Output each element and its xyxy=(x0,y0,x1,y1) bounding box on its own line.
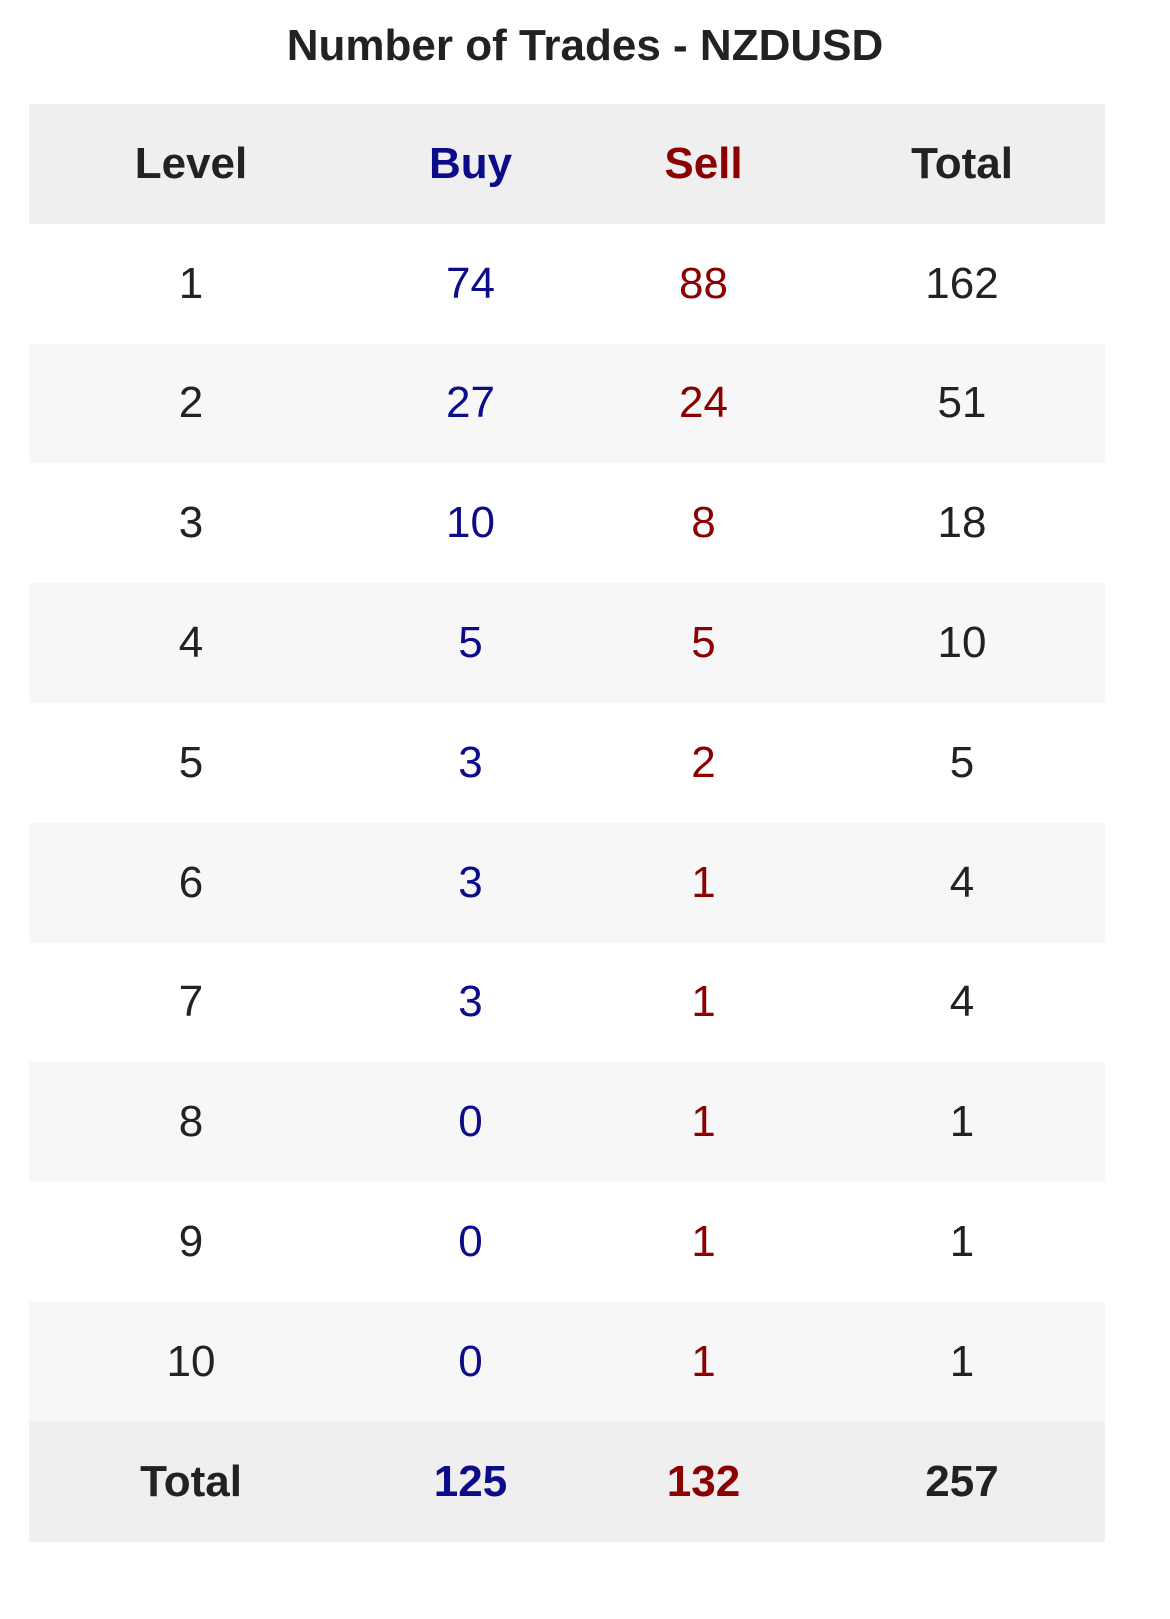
footer-buy-total: 125 xyxy=(353,1421,588,1542)
cell-total: 4 xyxy=(819,822,1105,943)
cell-sell: 5 xyxy=(588,583,819,703)
cell-sell: 1 xyxy=(588,942,819,1063)
table-row: 8 0 1 1 xyxy=(29,1062,1105,1183)
cell-buy: 3 xyxy=(353,822,588,943)
cell-buy: 10 xyxy=(353,463,588,584)
cell-buy: 74 xyxy=(353,223,588,344)
cell-total: 1 xyxy=(819,1182,1105,1302)
table-row: 3 10 8 18 xyxy=(29,463,1105,584)
cell-buy: 5 xyxy=(353,583,588,703)
footer-grand-total: 257 xyxy=(819,1421,1105,1542)
cell-buy: 3 xyxy=(353,942,588,1063)
trades-table: Level Buy Sell Total 1 74 88 162 2 27 24… xyxy=(29,104,1105,1542)
cell-sell: 1 xyxy=(588,1062,819,1183)
cell-sell: 1 xyxy=(588,822,819,943)
cell-total: 10 xyxy=(819,583,1105,703)
cell-level: 7 xyxy=(29,942,353,1063)
table-row: 9 0 1 1 xyxy=(29,1182,1105,1302)
table-row: 1 74 88 162 xyxy=(29,223,1105,344)
cell-total: 4 xyxy=(819,942,1105,1063)
header-total: Total xyxy=(819,104,1105,224)
cell-sell: 88 xyxy=(588,223,819,344)
cell-buy: 0 xyxy=(353,1062,588,1183)
table-row: 7 3 1 4 xyxy=(29,942,1105,1063)
cell-level: 5 xyxy=(29,702,353,823)
table-header-row: Level Buy Sell Total xyxy=(29,104,1105,224)
page-title: Number of Trades - NZDUSD xyxy=(286,21,884,70)
table-row: 10 0 1 1 xyxy=(29,1301,1105,1422)
footer-label: Total xyxy=(29,1421,353,1542)
table-footer-row: Total 125 132 257 xyxy=(29,1421,1105,1542)
cell-total: 5 xyxy=(819,702,1105,823)
cell-total: 162 xyxy=(819,223,1105,344)
cell-level: 9 xyxy=(29,1182,353,1302)
cell-level: 8 xyxy=(29,1062,353,1183)
cell-buy: 27 xyxy=(353,343,588,464)
cell-total: 1 xyxy=(819,1301,1105,1422)
cell-sell: 1 xyxy=(588,1301,819,1422)
header-level: Level xyxy=(29,104,353,224)
cell-sell: 24 xyxy=(588,343,819,464)
footer-sell-total: 132 xyxy=(588,1421,819,1542)
cell-total: 1 xyxy=(819,1062,1105,1183)
cell-level: 4 xyxy=(29,583,353,703)
cell-level: 10 xyxy=(29,1301,353,1422)
cell-sell: 1 xyxy=(588,1182,819,1302)
cell-level: 3 xyxy=(29,463,353,584)
header-sell: Sell xyxy=(588,104,819,224)
cell-level: 6 xyxy=(29,822,353,943)
cell-buy: 0 xyxy=(353,1182,588,1302)
table-row: 5 3 2 5 xyxy=(29,702,1105,823)
cell-total: 18 xyxy=(819,463,1105,584)
cell-level: 1 xyxy=(29,223,353,344)
cell-level: 2 xyxy=(29,343,353,464)
table-row: 2 27 24 51 xyxy=(29,343,1105,464)
cell-total: 51 xyxy=(819,343,1105,464)
table-row: 4 5 5 10 xyxy=(29,583,1105,703)
header-buy: Buy xyxy=(353,104,588,224)
cell-sell: 8 xyxy=(588,463,819,584)
cell-sell: 2 xyxy=(588,702,819,823)
table-row: 6 3 1 4 xyxy=(29,822,1105,943)
cell-buy: 0 xyxy=(353,1301,588,1422)
cell-buy: 3 xyxy=(353,702,588,823)
